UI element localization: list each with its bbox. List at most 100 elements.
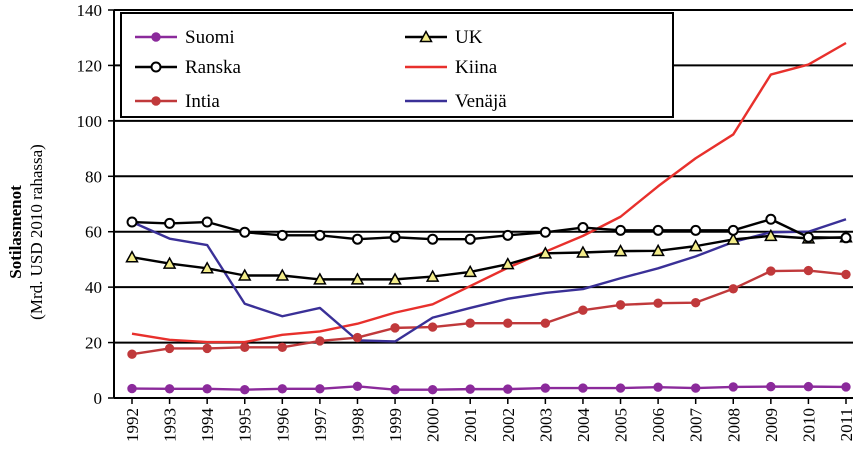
data-point-uk [388, 272, 402, 285]
data-point-ranska [427, 233, 439, 245]
data-point-uk [726, 232, 741, 245]
x-tick-label: 2000 [424, 408, 443, 442]
x-tick-label: 1993 [161, 408, 180, 442]
x-tick-label: 2010 [799, 408, 818, 442]
data-point-intia [728, 284, 738, 294]
x-tick-label: 2008 [724, 408, 743, 442]
legend-label-ranska: Ranska [185, 57, 242, 78]
x-tick-label: 2004 [574, 408, 593, 443]
series-markers [125, 213, 853, 395]
x-tick-label: 1995 [236, 408, 255, 442]
series-line-suomi [131, 385, 847, 391]
x-tick-label: 1999 [386, 408, 405, 442]
y-tick-label: 0 [94, 389, 103, 408]
data-point-suomi [202, 384, 212, 394]
y-tick-label: 140 [77, 1, 103, 20]
x-tick-label: 1996 [273, 408, 292, 442]
data-point-intia [390, 323, 400, 333]
series-line-kiina [131, 41, 847, 344]
data-point-uk [463, 264, 477, 278]
data-point-suomi [465, 384, 475, 394]
x-tick-label: 2006 [649, 408, 668, 442]
x-tick-label: 1994 [198, 408, 217, 443]
data-point-uk [764, 228, 778, 242]
x-tick-label: 1997 [311, 408, 330, 443]
data-point-intia [615, 300, 626, 310]
data-point-suomi [164, 384, 175, 394]
data-point-uk [200, 261, 214, 274]
data-point-ranska [314, 229, 326, 241]
data-point-suomi [503, 384, 513, 394]
data-point-suomi [766, 381, 776, 392]
data-point-suomi [427, 384, 438, 395]
series-line-uk [131, 234, 847, 281]
data-point-intia [164, 343, 175, 354]
data-point-suomi [728, 382, 738, 392]
data-point-uk [313, 272, 327, 285]
data-point-suomi [315, 384, 325, 394]
data-point-uk [237, 268, 252, 281]
data-point-uk [125, 250, 139, 263]
series-line-ranska [131, 218, 847, 241]
data-point-suomi [803, 381, 814, 392]
data-point-intia [503, 318, 513, 328]
series-lines [131, 41, 847, 391]
y-tick-label: 120 [77, 56, 103, 75]
y-tick-label: 60 [85, 223, 102, 242]
data-point-uk [688, 239, 703, 252]
data-point-intia [127, 349, 137, 359]
data-point-ranska [652, 224, 664, 236]
x-tick-label: 1998 [348, 408, 367, 442]
data-point-intia [315, 336, 325, 346]
legend-box [120, 12, 674, 118]
y-tick-label: 20 [85, 334, 102, 353]
data-point-ranska [239, 226, 251, 238]
data-point-ranska [389, 231, 401, 243]
data-point-ranska [615, 224, 627, 236]
x-tick-label: 1992 [123, 408, 142, 442]
y-tick-label: 40 [85, 278, 102, 297]
data-point-ranska [727, 224, 739, 236]
data-point-suomi [690, 383, 701, 393]
data-point-intia [352, 332, 363, 343]
data-point-suomi [540, 383, 551, 393]
data-point-suomi [578, 383, 588, 393]
data-point-suomi [127, 383, 137, 394]
legend-marker-intia [151, 96, 161, 106]
legend-label-intia: Intia [185, 91, 220, 112]
data-point-intia [803, 265, 814, 276]
data-point-uk [613, 244, 628, 257]
legend-label-uk: UK [455, 27, 483, 48]
x-tick-label: 2003 [536, 408, 555, 442]
data-point-ranska [539, 226, 551, 238]
data-point-suomi [390, 384, 400, 395]
data-point-ranska [351, 233, 363, 245]
data-point-ranska [276, 229, 288, 241]
legend-marker-uk [419, 29, 433, 43]
data-point-intia [690, 297, 701, 308]
data-point-uk [538, 246, 553, 259]
x-tick-label: 2001 [461, 408, 480, 442]
x-tick-label: 2005 [612, 408, 631, 442]
y-axis-label: Sotilasmenot [6, 185, 25, 279]
data-point-intia [202, 343, 212, 354]
data-point-ranska [840, 232, 852, 244]
data-point-ranska [164, 217, 176, 229]
data-point-intia [240, 342, 250, 352]
data-point-intia [841, 269, 851, 280]
data-point-suomi [615, 383, 626, 393]
data-point-suomi [277, 384, 288, 394]
x-tick-label: 2002 [499, 408, 518, 442]
data-point-ranska [802, 231, 814, 243]
data-point-intia [766, 266, 776, 276]
data-point-intia [540, 318, 551, 328]
x-tick-label: 2009 [762, 408, 781, 442]
data-point-ranska [765, 213, 777, 225]
data-point-uk [501, 257, 515, 270]
data-point-uk [576, 245, 590, 258]
data-point-suomi [352, 381, 363, 392]
data-point-ranska [690, 224, 702, 236]
series-line-intia [131, 269, 847, 356]
data-point-intia [578, 305, 588, 315]
